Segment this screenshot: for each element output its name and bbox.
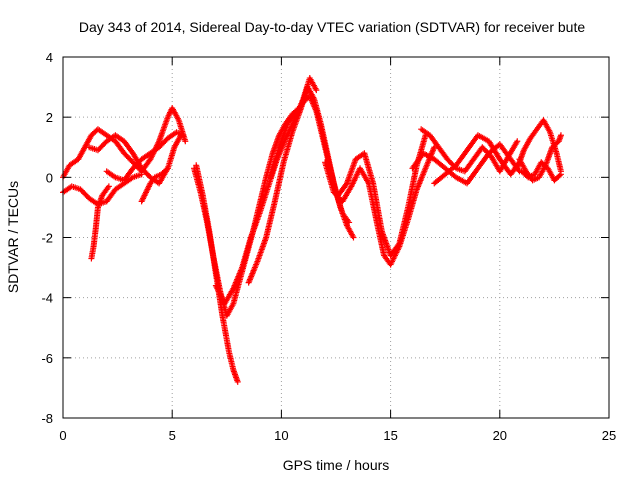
y-tick-label: -8: [41, 411, 53, 426]
y-tick-label: 0: [46, 170, 53, 185]
y-tick-label: 4: [46, 50, 53, 65]
series-track-3: [88, 183, 112, 262]
plot-data: [60, 75, 564, 385]
x-axis-label: GPS time / hours: [283, 457, 390, 473]
y-tick-label: -2: [41, 231, 53, 246]
data-point: [138, 171, 145, 178]
series-track-17: [514, 117, 564, 175]
series-track-6: [138, 165, 171, 205]
series-track-14: [418, 126, 521, 175]
y-axis-label: SDTVAR / TECUs: [5, 181, 21, 293]
x-tick-label: 20: [493, 428, 507, 443]
axis-ticks: 0 5 10 15 20 25 -8 -6 -4 -2 0 2 4: [41, 50, 616, 443]
trace-marker: [163, 166, 170, 173]
data-point: [350, 234, 357, 241]
data-point: [557, 171, 564, 178]
data-point: [234, 378, 241, 385]
data-point: [180, 132, 187, 139]
x-tick-label: 15: [383, 428, 397, 443]
x-tick-label: 10: [274, 428, 288, 443]
x-tick-label: 5: [169, 428, 176, 443]
y-tick-label: -6: [41, 351, 53, 366]
data-point: [557, 132, 564, 139]
data-point: [514, 138, 521, 145]
series-track-11: [267, 93, 353, 226]
data-point: [346, 219, 353, 226]
chart-title: Day 343 of 2014, Sidereal Day-to-day VTE…: [79, 19, 586, 35]
trace-marker: [395, 241, 402, 248]
y-tick-label: -4: [41, 291, 53, 306]
series-track-2: [60, 171, 145, 208]
data-point: [164, 165, 171, 172]
grid: [63, 57, 609, 418]
data-point: [105, 183, 112, 190]
data-point: [313, 87, 320, 94]
series-track-5: [103, 129, 187, 184]
x-tick-label: 0: [59, 428, 66, 443]
data-point: [182, 138, 189, 145]
y-tick-label: 2: [46, 110, 53, 125]
x-tick-label: 25: [602, 428, 616, 443]
series-track-16: [431, 132, 523, 187]
series-track-19: [518, 159, 564, 184]
trace-marker: [556, 172, 563, 179]
